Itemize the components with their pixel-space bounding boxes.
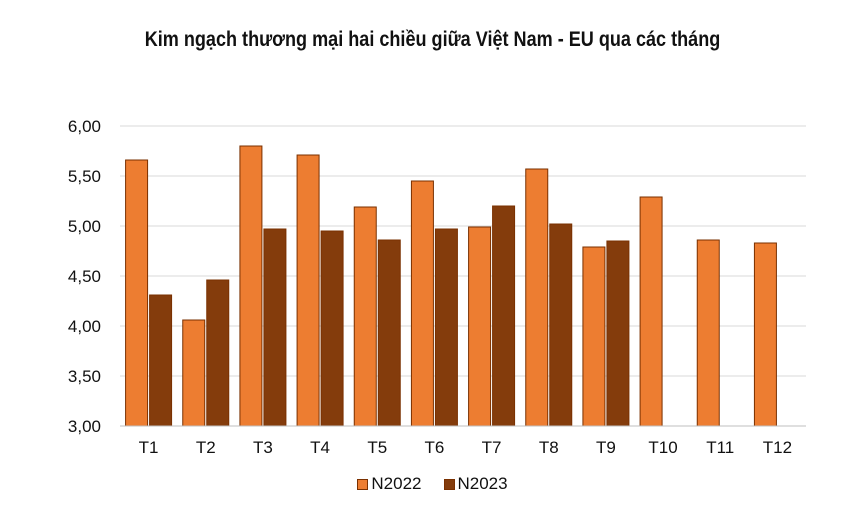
- x-tick-label: T8: [539, 438, 559, 457]
- bar-n2023-t9: [606, 240, 630, 427]
- bar-n2023-t6: [434, 228, 458, 427]
- bar-n2022-t12: [753, 242, 777, 427]
- y-tick-label: 5,00: [68, 217, 101, 236]
- legend-item-n2022: N2022: [357, 474, 422, 494]
- bar-n2022-t7: [468, 226, 492, 427]
- x-tick-label: T7: [482, 438, 502, 457]
- x-tick-label: T6: [424, 438, 444, 457]
- bar-n2022-t10: [639, 196, 663, 427]
- chart-title: Kim ngạch thương mại hai chiều giữa Việt…: [144, 28, 721, 51]
- legend-swatch-n2023: [443, 478, 455, 490]
- bar-n2023-t5: [377, 239, 401, 427]
- bar-n2022-t2: [182, 319, 206, 427]
- bar-n2022-t1: [125, 159, 149, 427]
- bar-n2022-t8: [525, 168, 549, 427]
- bar-n2023-t3: [263, 228, 287, 427]
- x-tick-label: T4: [310, 438, 330, 457]
- bar-n2022-t4: [296, 154, 320, 427]
- legend-label-n2023: N2023: [457, 474, 508, 493]
- x-tick-label: T12: [763, 438, 792, 457]
- y-tick-label: 4,00: [68, 317, 101, 336]
- bar-n2022-t9: [582, 246, 606, 427]
- legend-label-n2022: N2022: [371, 474, 422, 493]
- bar-n2022-t5: [353, 206, 377, 427]
- bar-n2023-t4: [320, 230, 344, 427]
- gridlines: [120, 125, 806, 377]
- y-tick-label: 3,50: [68, 367, 101, 386]
- x-tick-label: T1: [139, 438, 159, 457]
- bar-n2023-t7: [492, 205, 516, 427]
- x-tick-label: T9: [596, 438, 616, 457]
- x-axis-ticks: T1 T2 T3 T4 T5 T6 T7 T8 T9 T10 T11 T12: [139, 438, 792, 457]
- bar-n2023-t1: [149, 294, 173, 427]
- x-tick-label: T10: [648, 438, 677, 457]
- bar-n2023-t8: [549, 223, 573, 427]
- bar-n2022-t6: [410, 180, 434, 427]
- y-axis-ticks: 3,00 3,50 4,00 4,50 5,00 5,50 6,00: [68, 117, 101, 436]
- legend-swatch-n2022: [357, 478, 369, 490]
- legend-item-n2023: N2023: [443, 474, 508, 494]
- x-tick-label: T3: [253, 438, 273, 457]
- legend: N2022 N2023: [0, 474, 865, 494]
- bars: [125, 145, 777, 427]
- x-tick-label: T5: [367, 438, 387, 457]
- bar-n2023-t2: [206, 279, 230, 427]
- x-tick-label: T2: [196, 438, 216, 457]
- y-tick-label: 5,50: [68, 167, 101, 186]
- y-tick-label: 4,50: [68, 267, 101, 286]
- x-tick-label: T11: [706, 438, 734, 457]
- y-tick-label: 3,00: [68, 417, 101, 436]
- bar-n2022-t3: [239, 145, 263, 427]
- bar-n2022-t11: [696, 239, 720, 427]
- y-tick-label: 6,00: [68, 117, 101, 136]
